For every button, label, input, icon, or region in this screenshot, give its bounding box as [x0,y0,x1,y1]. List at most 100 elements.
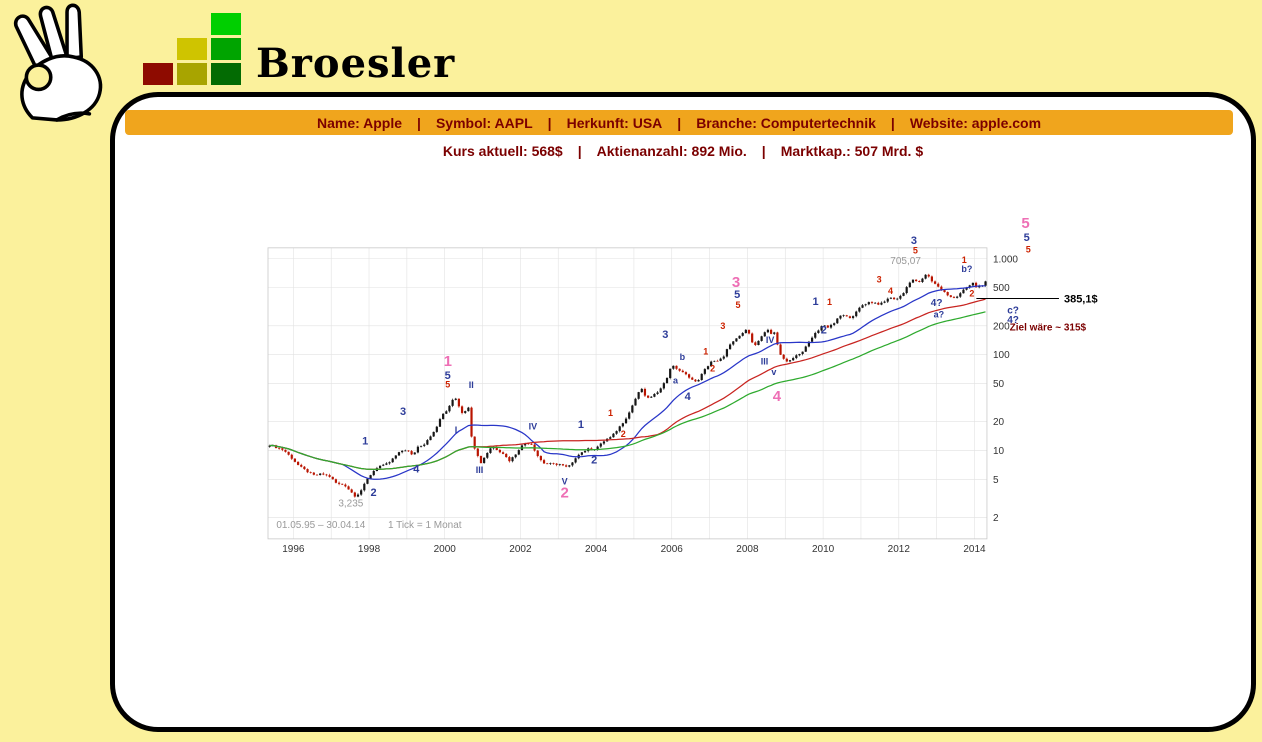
price-level-line: 385,1$ [976,293,1098,305]
wave-label: 2 [560,484,568,501]
y-axis-tick: 20 [993,417,1005,428]
wave-label: 2 [621,429,626,439]
y-axis-tick: 200 [993,321,1010,332]
hand-ok-logo-icon [13,3,103,122]
wave-label: 4 [685,391,692,403]
main-panel: Name: Apple | Symbol: AAPL | Herkunft: U… [110,92,1256,732]
wave-label: II [469,380,474,390]
wave-label: III [476,465,484,475]
wave-label: 4 [413,464,420,476]
wave-label: IV [529,422,538,432]
wave-label: 3 [720,321,725,331]
wave-label: 3 [877,275,882,285]
wave-label: 5 [1026,245,1031,255]
wave-label: 2 [710,363,715,373]
wave-label: v [771,367,776,377]
ma-line-24 [269,285,986,480]
logo-square [211,63,241,85]
x-axis-tick: 2002 [509,544,532,555]
stock-header-bar: Name: Apple | Symbol: AAPL | Herkunft: U… [125,110,1233,135]
wave-label: a [673,376,679,386]
wave-label: Ziel wäre ~ 315$ [1010,323,1087,334]
wave-label: 2 [591,455,597,467]
wave-label: 1 Tick = 1 Monat [388,520,462,531]
wave-label: 1 [578,419,584,431]
wave-label: 3 [911,235,917,247]
subheader-item-shares: Aktienanzahl: 892 Mio. [596,143,747,159]
header-item-branch: Branche: Computertechnik [696,114,876,131]
logo-square [177,38,207,60]
stock-subheader: Kurs aktuell: 568$ | Aktienanzahl: 892 M… [115,143,1251,159]
wave-label: 705,07 [890,256,921,267]
wave-label: b? [961,264,972,274]
header-item-symbol: Symbol: AAPL [435,114,533,131]
x-axis-tick: 1996 [282,544,305,555]
moving-average-lines [269,285,986,480]
separator: | [547,114,552,131]
separator: | [761,143,766,159]
wave-label: 5 [913,246,918,256]
wave-label: 5 [445,370,451,382]
wave-label: 3 [662,329,668,341]
wave-label: 4 [773,388,782,405]
chart-grid [267,247,988,540]
y-axis-tick: 100 [993,350,1010,361]
wave-label: 5 [734,289,740,301]
wave-label: 2 [969,288,974,298]
wave-label: 1 [703,347,708,357]
wave-label: 4? [931,298,943,309]
wave-label: 1 [962,255,967,265]
logo-square [177,63,207,85]
wave-label: 1 [812,296,818,308]
logo-squares-icon [143,13,243,87]
wave-label: 1 [444,353,452,370]
elliott-wave-labels: 123455555551234IIIIIIIVV12123ab4123IIIIV… [276,215,1086,531]
wave-label: 4 [888,286,893,296]
logo-square [143,63,173,85]
x-axis-tick: 2004 [585,544,608,555]
x-axis-tick: 2012 [888,544,911,555]
wave-label: b [680,352,686,362]
y-axis-tick: 500 [993,283,1010,294]
wave-label: 1 [608,408,613,418]
brand-name: Broesler [256,40,456,87]
header-item-name: Name: Apple [316,114,403,131]
logo-square [211,13,241,35]
subheader-item-price: Kurs aktuell: 568$ [442,143,563,159]
x-axis-tick: 2010 [812,544,835,555]
wave-label: 2 [821,324,827,336]
x-axis-tick: 2008 [736,544,759,555]
chart-area: 1.000 500 200 100 50 20 10 5 2 1996 1998 2000 2002 20… [260,209,1122,571]
candlestick-series [268,273,987,498]
wave-label: 5 [735,300,740,310]
y-axis-tick: 1.000 [993,254,1018,265]
wave-label: 5 [1024,232,1030,244]
separator: | [577,143,582,159]
price-level-label: 385,1$ [1064,293,1098,305]
header-item-origin: Herkunft: USA [566,114,663,131]
wave-label: 5 [445,379,450,389]
y-axis-tick: 50 [993,379,1005,390]
y-axis-tick: 5 [993,475,999,486]
wave-label: 1 [827,297,832,307]
wave-label: 3 [400,406,406,418]
wave-label: 2 [371,487,377,499]
x-axis-tick: 2000 [434,544,457,555]
wave-label: III [761,356,769,366]
separator: | [890,114,895,131]
subheader-item-marketcap: Marktkap.: 507 Mrd. $ [780,143,924,159]
ma-line-96 [269,311,986,471]
wave-label: 3,235 [338,499,363,510]
x-axis-tick: 2006 [661,544,684,555]
wave-label: 01.05.95 – 30.04.14 [276,520,365,531]
wave-label: 5 [1021,215,1029,232]
y-axis-tick: 10 [993,446,1005,457]
x-axis-tick: 1998 [358,544,381,555]
wave-label: V [562,476,568,486]
y-axis-tick: 2 [993,513,999,524]
separator: | [417,114,421,131]
wave-label: 3 [732,274,740,291]
